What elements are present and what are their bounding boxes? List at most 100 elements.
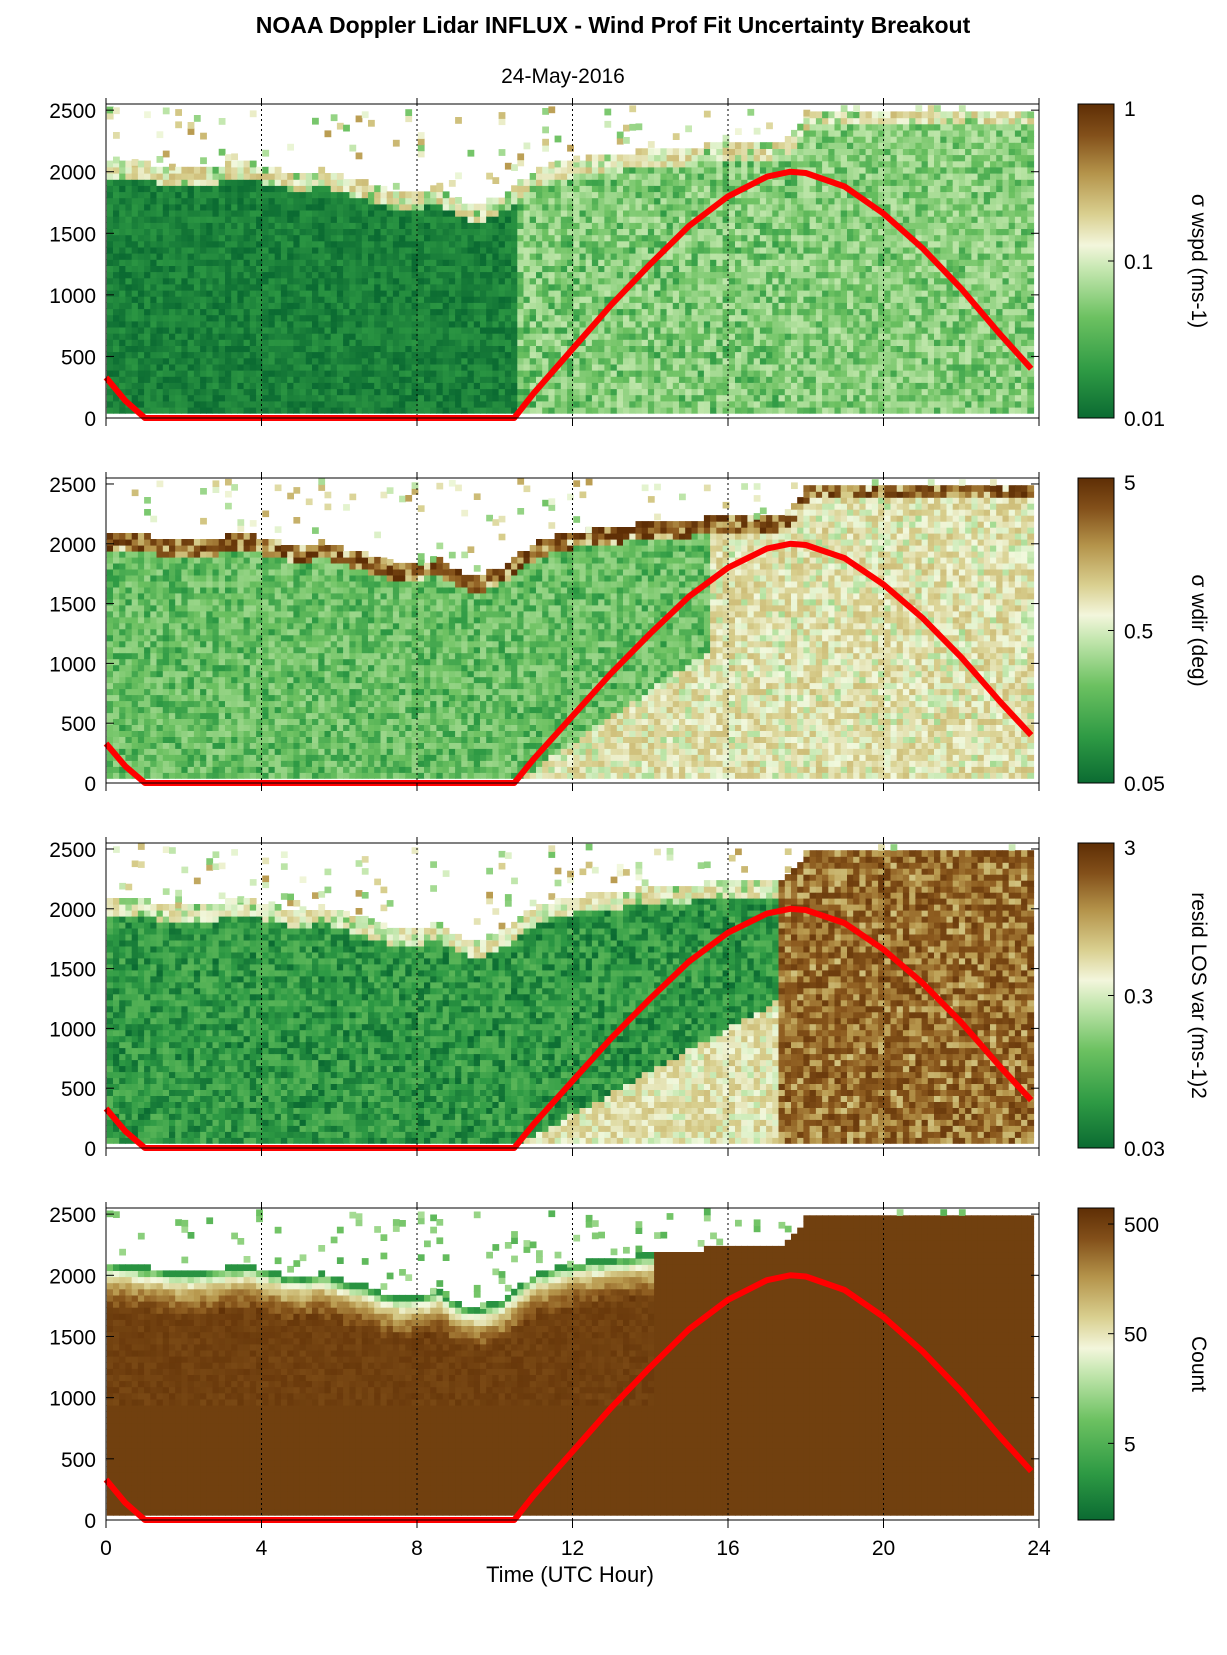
heatmap-cell xyxy=(280,357,288,365)
heatmap-cell xyxy=(728,222,736,229)
heatmap-cell xyxy=(548,308,556,316)
heatmap-cell xyxy=(218,216,226,223)
heatmap-cell xyxy=(312,357,319,365)
heatmap-cell xyxy=(137,179,145,186)
heatmap-cell xyxy=(448,228,456,236)
heatmap-cell xyxy=(125,209,133,217)
heatmap-cell xyxy=(392,234,400,242)
heatmap-cell xyxy=(262,283,270,291)
heatmap-cell xyxy=(274,370,282,377)
heatmap-cell xyxy=(784,154,792,162)
heatmap-cell xyxy=(156,271,164,279)
heatmap-cell xyxy=(249,110,257,118)
heatmap-cell xyxy=(318,339,326,346)
heatmap-cell xyxy=(361,197,369,205)
heatmap-cell xyxy=(392,240,400,248)
heatmap-cell xyxy=(598,209,605,217)
heatmap-cell xyxy=(554,234,562,242)
heatmap-cell xyxy=(411,234,419,242)
heatmap-cell xyxy=(759,370,767,377)
heatmap-cell xyxy=(747,253,755,260)
heatmap-cell xyxy=(623,191,630,199)
heatmap-cell xyxy=(679,382,686,390)
heatmap-cell xyxy=(710,185,717,193)
heatmap-cell xyxy=(256,246,263,254)
heatmap-cell xyxy=(511,400,518,408)
heatmap-cell xyxy=(523,308,531,316)
heatmap-cell xyxy=(635,400,643,408)
heatmap-cell xyxy=(716,357,724,365)
heatmap-cell xyxy=(287,203,294,211)
heatmap-cell xyxy=(237,173,245,180)
heatmap-cell xyxy=(262,376,270,383)
heatmap-cell xyxy=(392,314,400,322)
heatmap-cell xyxy=(604,209,612,217)
heatmap-cell xyxy=(728,394,736,402)
heatmap-cell xyxy=(144,345,151,353)
heatmap-cell xyxy=(181,357,189,365)
heatmap-cell xyxy=(815,382,823,390)
heatmap-cell xyxy=(187,179,195,186)
heatmap-cell xyxy=(753,308,761,316)
heatmap-cell xyxy=(181,406,189,414)
heatmap-cell xyxy=(399,302,406,310)
heatmap-cell xyxy=(797,160,804,168)
heatmap-cell xyxy=(753,197,761,205)
heatmap-cell xyxy=(374,363,381,371)
heatmap-cell xyxy=(386,253,394,260)
heatmap-cell xyxy=(815,253,823,260)
heatmap-cell xyxy=(417,363,425,371)
heatmap-cell xyxy=(299,283,307,291)
heatmap-cell xyxy=(784,382,792,390)
heatmap-cell xyxy=(635,333,643,340)
heatmap-cell xyxy=(809,136,817,143)
heatmap-cell xyxy=(175,382,182,390)
heatmap-cell xyxy=(815,265,823,273)
heatmap-cell xyxy=(647,296,655,303)
heatmap-cell xyxy=(703,265,711,273)
heatmap-cell xyxy=(822,148,829,156)
heatmap-cell xyxy=(473,216,481,223)
heatmap-cell xyxy=(834,129,842,137)
heatmap-cell xyxy=(386,320,394,328)
heatmap-cell xyxy=(243,363,251,371)
heatmap-cell xyxy=(113,351,120,359)
heatmap-cell xyxy=(523,240,531,248)
heatmap-cell xyxy=(169,370,176,377)
heatmap-cell xyxy=(455,296,462,303)
heatmap-cell xyxy=(212,326,220,334)
heatmap-cell xyxy=(280,173,288,180)
heatmap-cell xyxy=(579,302,587,310)
heatmap-cell xyxy=(206,333,214,340)
heatmap-cell xyxy=(703,216,711,223)
heatmap-cell xyxy=(225,351,232,359)
heatmap-cell xyxy=(417,326,425,334)
heatmap-cell xyxy=(417,240,425,248)
heatmap-cell xyxy=(797,357,804,365)
heatmap-cell xyxy=(455,203,462,211)
heatmap-cell xyxy=(355,234,363,242)
heatmap-cell xyxy=(436,376,444,383)
heatmap-cell xyxy=(312,370,319,377)
heatmap-cell xyxy=(187,326,195,334)
heatmap-cell xyxy=(672,173,680,180)
heatmap-cell xyxy=(231,370,238,377)
heatmap-cell xyxy=(523,406,531,414)
heatmap-cell xyxy=(200,191,207,199)
heatmap-cell xyxy=(523,289,531,297)
heatmap-cell xyxy=(436,351,444,359)
heatmap-cell xyxy=(349,326,357,334)
heatmap-cell xyxy=(131,308,139,316)
heatmap-cell xyxy=(629,105,637,113)
heatmap-cell xyxy=(430,191,437,199)
heatmap-cell xyxy=(536,333,543,340)
heatmap-cell xyxy=(797,136,804,143)
heatmap-cell xyxy=(386,246,394,254)
heatmap-cell xyxy=(847,339,854,346)
heatmap-cell xyxy=(629,246,637,254)
heatmap-cell xyxy=(150,185,158,193)
heatmap-cell xyxy=(137,160,145,168)
heatmap-cell xyxy=(262,228,270,236)
heatmap-cell xyxy=(430,209,437,217)
heatmap-cell xyxy=(262,400,270,408)
